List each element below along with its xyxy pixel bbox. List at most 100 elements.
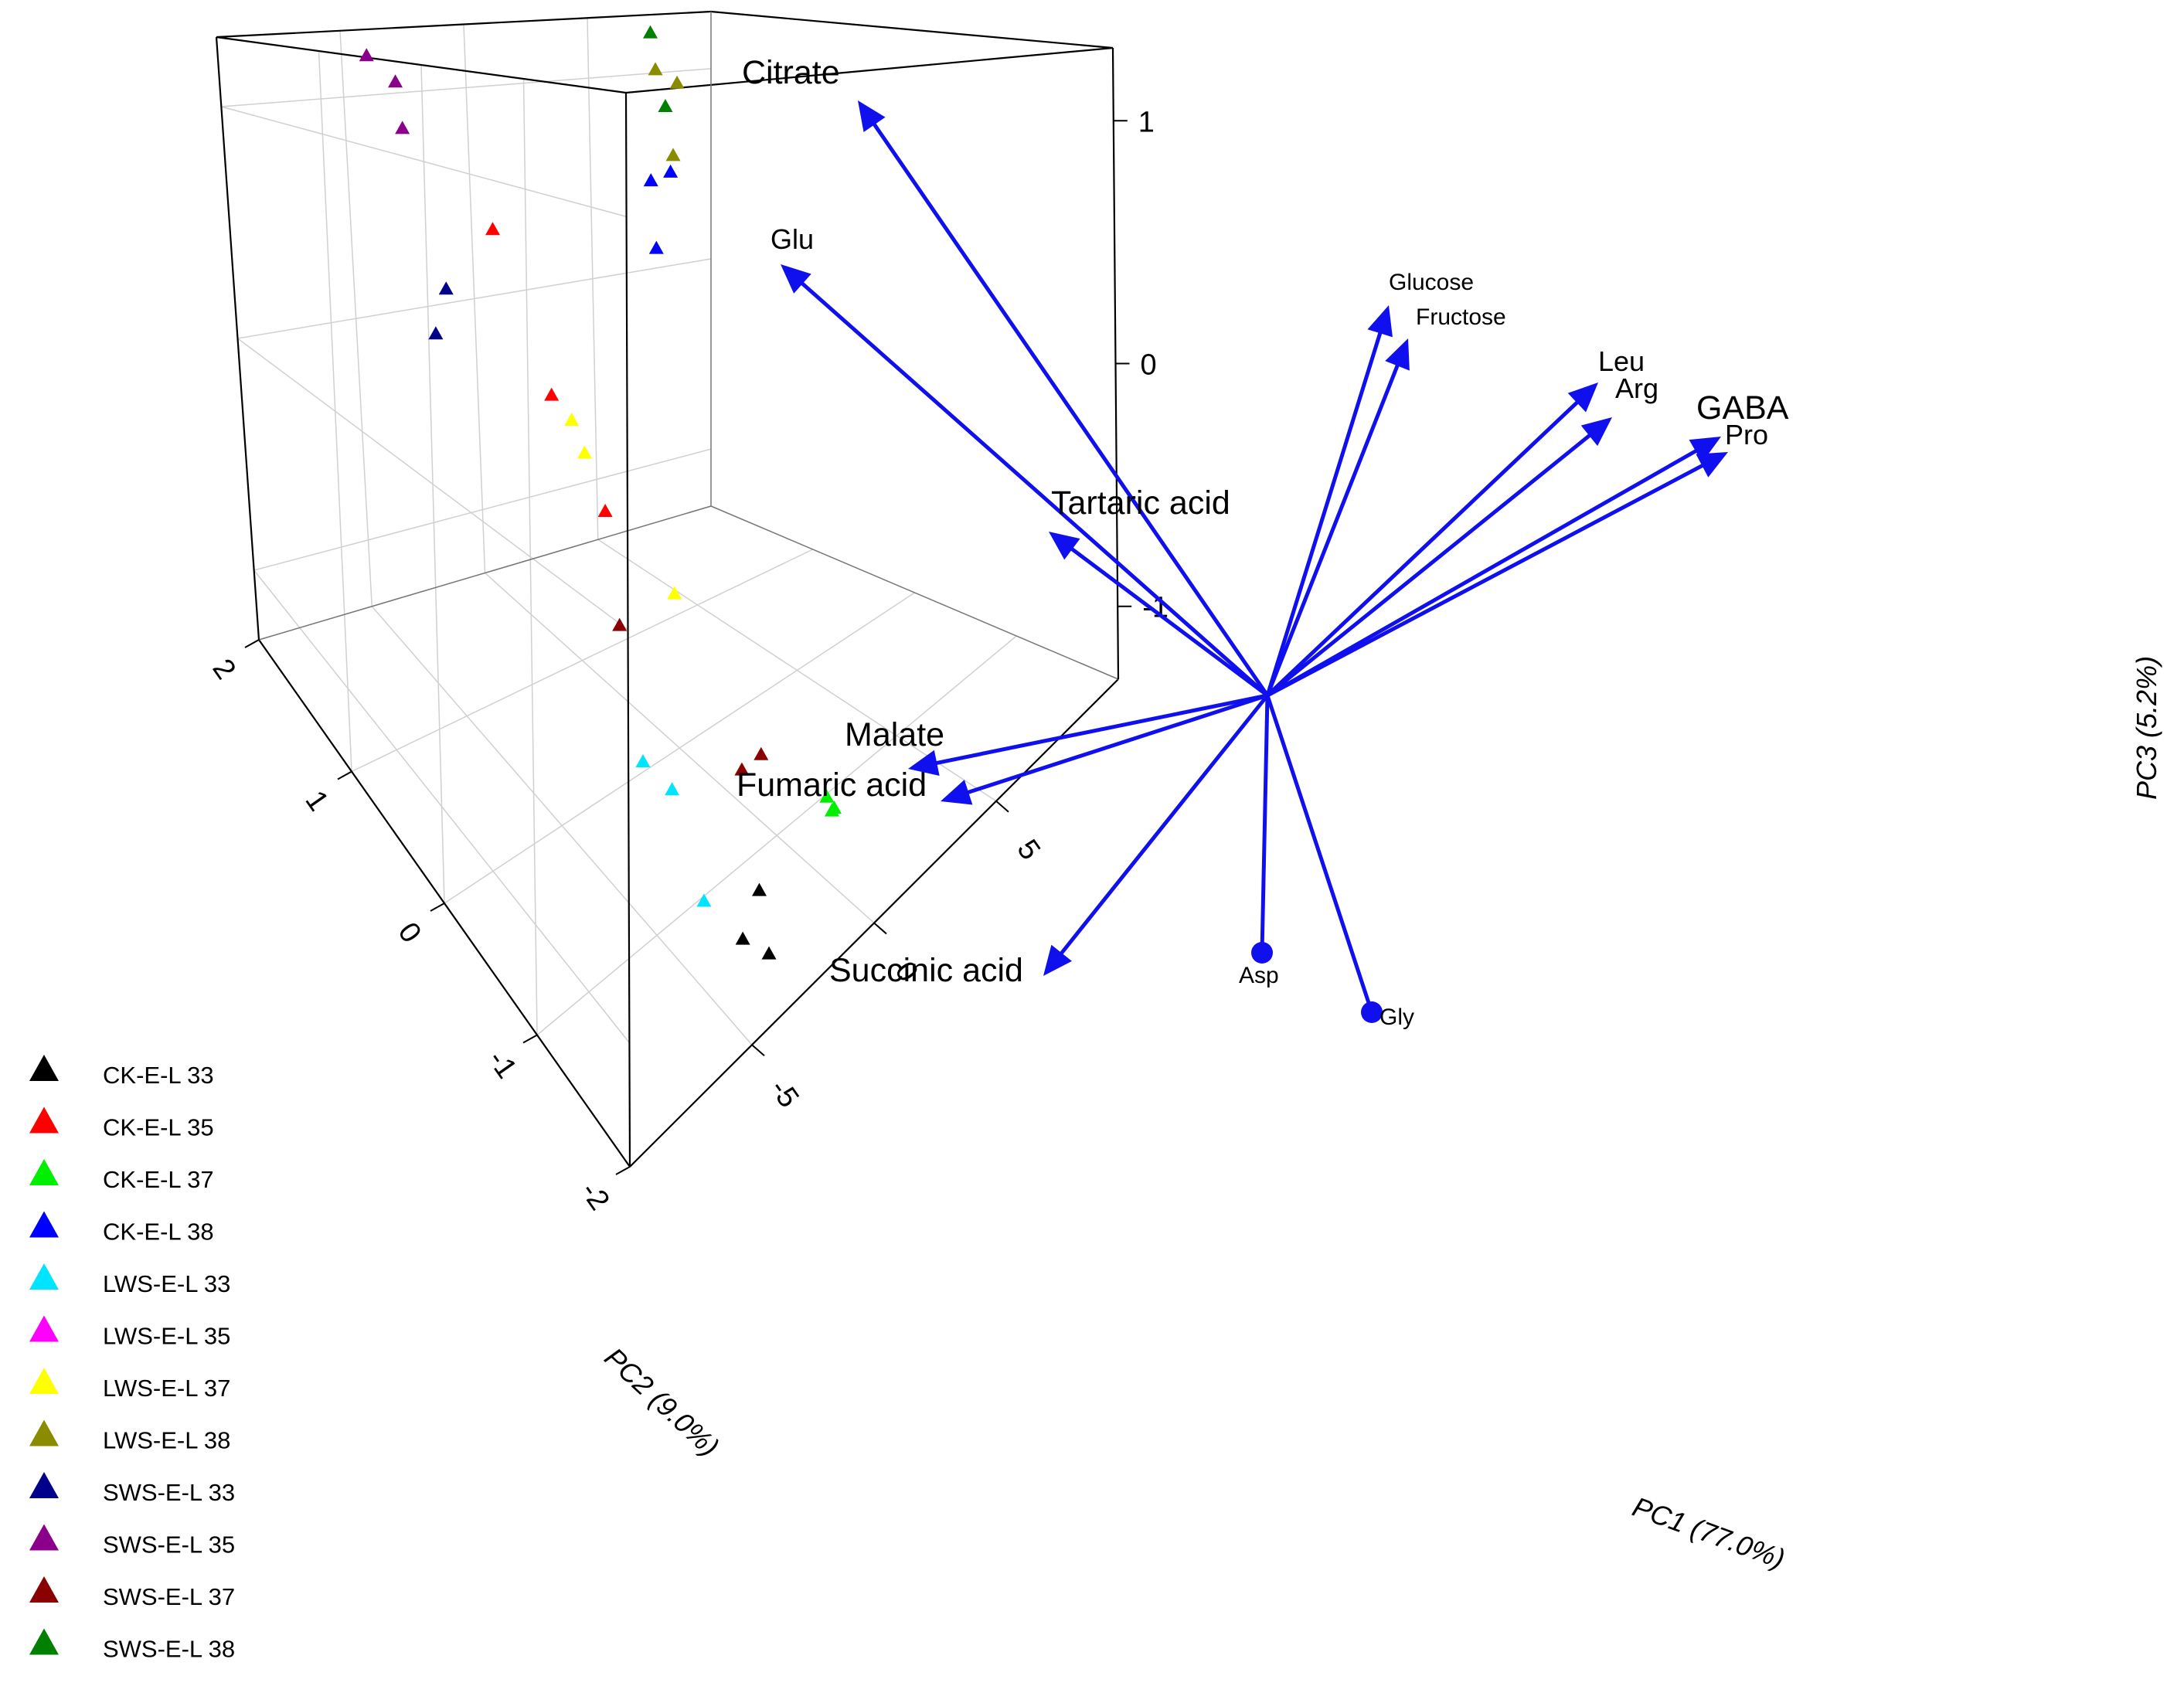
data-point <box>648 62 663 76</box>
loading-label: Pro <box>1725 419 1768 450</box>
loading-arrowhead <box>1567 382 1598 413</box>
legend-label: SWS-E-L 37 <box>103 1583 235 1610</box>
loading-arrowhead <box>1696 452 1728 478</box>
data-point <box>643 173 658 187</box>
tick-mark <box>751 1044 765 1057</box>
legend-label: SWS-E-L 38 <box>103 1636 235 1663</box>
loading-vector <box>1266 460 1710 698</box>
legend-label: LWS-E-L 35 <box>103 1323 230 1350</box>
loading-label: Malate <box>845 716 944 753</box>
data-point <box>734 762 750 776</box>
loading-label: Arg <box>1615 372 1658 404</box>
grid-line <box>253 448 712 571</box>
loading-label: Glu <box>771 223 814 255</box>
loading-label: Glucose <box>1389 270 1474 295</box>
loading-arrowhead <box>781 264 811 294</box>
loading-vector <box>1265 358 1403 696</box>
pc1-axis-title: PC1 (77.0%) <box>1628 1491 1789 1575</box>
legend-marker <box>29 1263 59 1290</box>
legend-marker <box>29 1315 59 1342</box>
data-point <box>669 75 685 89</box>
pc3-axis-title: PC3 (5.2%) <box>2131 656 2162 800</box>
loading-label: GABA <box>1696 389 1789 427</box>
grid-line <box>536 635 1017 1036</box>
loading-vector <box>868 117 1270 697</box>
tick-mark <box>615 1166 631 1175</box>
data-point <box>665 782 680 796</box>
loading-arrowhead <box>1049 532 1080 560</box>
frame-edge <box>624 92 631 1168</box>
frame-edge <box>216 36 627 94</box>
loading-arrowhead <box>1580 417 1612 447</box>
loading-vector <box>1266 429 1597 697</box>
frame-edge <box>710 10 1114 49</box>
loading-endpoint <box>1251 942 1273 964</box>
loading-label: Succinic acid <box>829 952 1023 989</box>
loading-label: Tartaric acid <box>1051 484 1230 522</box>
data-point <box>577 445 592 459</box>
loading-label: Gly <box>1379 1004 1414 1030</box>
loading-arrowhead <box>941 780 973 805</box>
legend-label: CK-E-L 35 <box>103 1114 214 1141</box>
loading-arrowhead <box>858 100 886 132</box>
legend-label: CK-E-L 38 <box>103 1219 214 1246</box>
pc2-axis-title: PC2 (9.0%) <box>599 1341 726 1463</box>
data-point <box>751 882 767 896</box>
loading-label: Fumaric acid <box>737 767 927 804</box>
grid-line <box>221 68 712 107</box>
pc2-tick-label: 2 <box>206 653 243 685</box>
data-point <box>663 164 679 178</box>
loading-arrowhead <box>1367 305 1393 338</box>
legend-marker <box>29 1368 59 1394</box>
loading-vector <box>1260 695 1270 953</box>
legend-marker <box>29 1472 59 1498</box>
data-point <box>643 25 658 39</box>
loading-label: Asp <box>1239 963 1279 988</box>
data-point <box>665 148 681 161</box>
tick-mark <box>995 800 1009 813</box>
data-point <box>564 413 580 427</box>
frame-edge <box>215 36 260 641</box>
data-point <box>819 789 835 803</box>
frame-edge <box>625 46 1114 94</box>
loading-vector <box>1266 445 1703 698</box>
grid-line <box>444 592 915 904</box>
data-point <box>667 586 682 600</box>
loading-vector <box>795 277 1269 697</box>
loading-arrowhead <box>908 750 940 777</box>
pc2-tick-label: -1 <box>481 1045 523 1085</box>
data-point <box>735 931 750 945</box>
data-point <box>597 503 613 517</box>
legend-marker <box>29 1576 59 1603</box>
pc1-tick-label: 5 <box>1011 834 1047 865</box>
frame-edge <box>258 505 712 641</box>
legend-marker <box>29 1106 59 1134</box>
loading-vector <box>1265 325 1385 696</box>
data-point <box>754 746 769 760</box>
sample-points <box>359 25 842 960</box>
data-point <box>696 893 712 907</box>
frame-edge <box>216 10 712 39</box>
loading-vector <box>960 693 1268 797</box>
pc2-tick-label: 0 <box>392 916 428 948</box>
grid-lines <box>216 18 1119 1168</box>
legend-label: CK-E-L 33 <box>103 1062 214 1089</box>
legend-marker <box>29 1055 59 1081</box>
data-point <box>761 946 777 960</box>
tick-mark <box>430 902 445 912</box>
legend-label: LWS-E-L 38 <box>103 1427 230 1454</box>
tick-mark <box>244 639 260 648</box>
data-point <box>612 617 628 631</box>
grid-line <box>237 258 712 339</box>
loading-arrowhead <box>1689 437 1721 463</box>
pc3-tick-label: 0 <box>1141 349 1157 382</box>
axis-box <box>215 10 1120 1168</box>
legend-label: SWS-E-L 35 <box>103 1531 235 1559</box>
loading-arrowhead <box>1385 338 1410 371</box>
legend-label: LWS-E-L 37 <box>103 1375 230 1402</box>
legend-marker <box>29 1419 59 1446</box>
legend: CK-E-L 33 CK-E-L 35 CK-E-L 37 CK-E-L 38 LWS-… <box>29 1055 235 1663</box>
tick-mark <box>337 770 352 780</box>
pc2-tick-label: -2 <box>574 1176 616 1216</box>
